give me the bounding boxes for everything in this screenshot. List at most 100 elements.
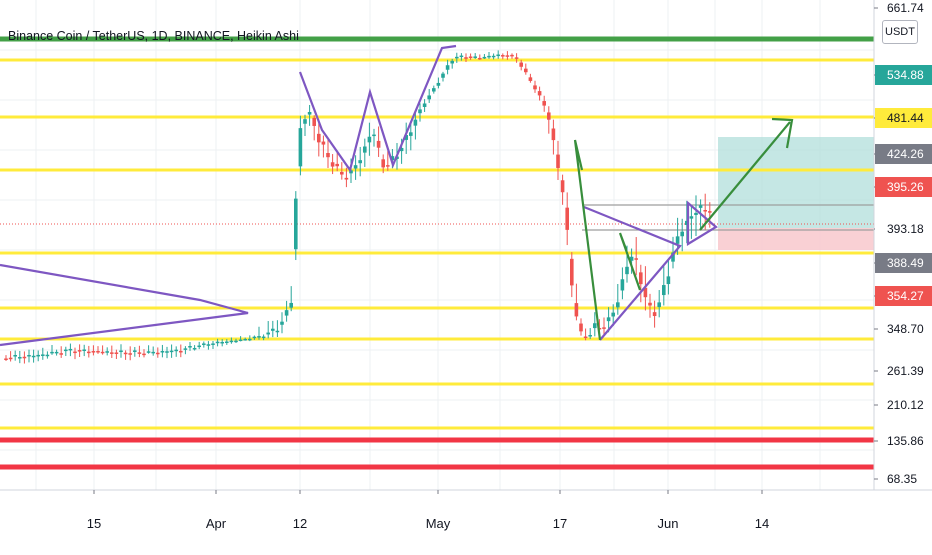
candle [303,114,307,137]
candle-body [413,119,418,126]
candle [579,318,583,336]
candle [156,347,160,358]
x-tick-label: Jun [658,516,679,531]
candle [547,106,551,134]
candle-body [542,101,546,106]
candle-body [528,77,533,81]
position-target-zone [718,137,874,228]
candle-body [59,353,63,355]
candle [560,174,565,205]
candle-body [261,336,266,339]
candle [271,320,275,338]
candle-body [142,353,146,356]
candle [229,337,234,344]
candle-body [340,171,344,175]
candle [464,53,468,62]
candle [179,344,183,358]
x-tick-label: 17 [553,516,567,531]
candle-body [165,351,169,353]
candle [289,286,293,312]
candle [335,150,339,172]
candle-body [409,132,413,136]
candle [307,104,312,126]
candle [583,328,588,341]
candle-body [560,180,565,193]
price-badge-label: 388.49 [887,256,924,270]
candle-body [386,165,390,167]
candle-body [634,258,638,260]
candle-body [657,302,661,308]
candle [533,80,537,93]
candle-body [422,103,427,107]
candle-body [464,57,468,59]
candle [105,347,109,356]
candle-body [593,323,597,329]
candle [128,346,132,361]
candle [680,218,684,252]
y-tick-label: 135.86 [887,434,924,448]
candle-body [128,353,132,355]
candle-body [64,349,68,352]
candle [570,252,574,298]
candle-body [565,207,569,230]
candle [41,347,45,360]
candle-body [643,287,648,298]
candle [82,344,86,357]
candle [418,103,422,122]
candle [77,344,82,358]
candle [151,346,155,356]
candle [353,155,358,180]
candle-body [27,354,31,357]
candle-body [455,56,459,59]
candle-body [579,323,583,332]
candle [4,355,8,362]
candle-body [275,330,280,333]
candle [243,337,247,341]
candle [565,192,569,246]
candle-body [514,57,519,59]
candle-body [312,117,316,126]
candle-body [399,148,404,152]
price-badge-bg [875,219,932,239]
candle-body [330,162,335,167]
candle [616,283,620,315]
candle [652,300,657,328]
candle-body [588,335,592,337]
candle [496,50,500,59]
candle-body [211,343,215,345]
candle [367,122,372,156]
candle [657,290,661,318]
candle [611,304,615,327]
candle [119,344,123,358]
candle [694,195,698,237]
candle [13,350,17,361]
candle [445,59,450,75]
candle-body [372,134,376,137]
x-tick-label: 15 [87,516,101,531]
wedge-pattern-right [583,205,682,341]
currency-button[interactable]: USDT [882,20,918,44]
candle [183,346,188,355]
candle [436,77,441,89]
candle [510,53,514,59]
candle [519,59,523,71]
candle-body [54,351,59,354]
projection-arrow-head [771,117,794,149]
candle-body [496,54,500,57]
candle [73,347,77,360]
candle-body [41,354,45,356]
candle [629,248,634,274]
candle-body [234,340,238,343]
candle [363,138,367,167]
candle-body [353,165,358,169]
price-badge-label: 534.88 [887,68,924,82]
candle-body [570,258,574,286]
candle-body [556,154,560,168]
candle [468,53,473,60]
candle [491,53,496,60]
candle-body [478,57,482,60]
candle-body [321,141,326,145]
candle-body [459,55,464,58]
